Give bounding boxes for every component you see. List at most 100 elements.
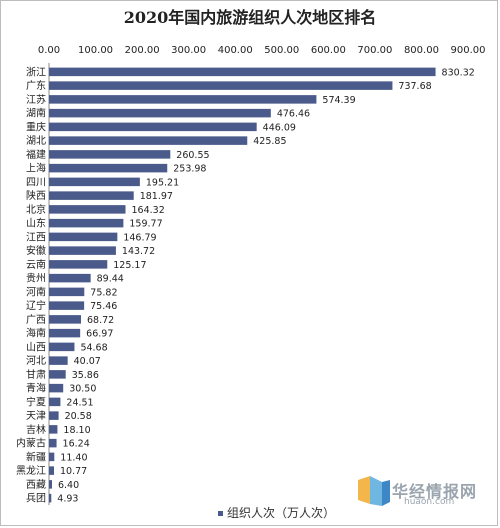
x-axis-ticks: 0.00 100.00 200.00 300.00 400.00 500.00 600.00… (38, 45, 486, 56)
watermark-domain: huaon.com (404, 497, 455, 507)
bar (49, 136, 248, 145)
category-label: 北京 (26, 203, 46, 216)
value-label: 75.82 (90, 287, 117, 298)
bar (49, 205, 126, 214)
category-label: 湖南 (26, 107, 46, 120)
category-label: 江西 (26, 231, 46, 243)
x-tick-label: 500.00 (264, 45, 299, 56)
value-label: 159.77 (129, 219, 162, 230)
bar (49, 328, 81, 338)
category-label: 福建 (26, 148, 46, 161)
bar (49, 301, 85, 310)
value-label: 40.07 (74, 356, 101, 367)
bar (49, 177, 140, 187)
bars (49, 67, 436, 503)
bar (49, 246, 116, 255)
value-label: 66.97 (86, 329, 113, 340)
value-label: 6.40 (58, 480, 79, 491)
bar (49, 108, 271, 118)
x-tick-label: 900.00 (451, 45, 486, 56)
category-label: 河南 (26, 285, 46, 298)
value-label: 54.68 (80, 342, 107, 353)
value-labels: 830.32 737.68 574.39 476.46 446.09 425.85 260.… (57, 67, 475, 504)
value-label: 425.85 (253, 136, 286, 147)
value-label: 11.40 (60, 452, 87, 463)
value-label: 10.77 (60, 466, 87, 477)
category-label: 陕西 (26, 189, 46, 202)
category-label: 西藏 (26, 479, 46, 491)
legend: 组织人次（万人次） (218, 504, 335, 521)
value-label: 18.10 (63, 425, 90, 436)
category-label: 云南 (26, 258, 46, 271)
value-label: 68.72 (87, 315, 114, 326)
value-label: 75.46 (90, 301, 117, 312)
bar (49, 218, 124, 228)
bar (49, 411, 59, 420)
bar (49, 480, 52, 489)
value-label: 181.97 (140, 191, 173, 202)
value-label: 446.09 (263, 122, 296, 133)
bar (49, 397, 61, 407)
value-label: 143.72 (122, 246, 155, 257)
category-label: 江苏 (26, 93, 46, 106)
category-labels: 浙江广东江苏湖南重庆湖北福建上海四川陕西北京山东江西安徽云南贵州河南辽宁广西海南… (16, 66, 46, 504)
bar (49, 122, 257, 132)
value-label: 146.79 (123, 232, 156, 243)
value-label: 164.32 (132, 205, 165, 216)
value-label: 737.68 (398, 81, 431, 92)
category-label: 浙江 (26, 66, 46, 78)
category-label: 黑龙江 (16, 464, 46, 477)
category-label: 辽宁 (26, 299, 46, 312)
bar (49, 356, 68, 365)
bar (49, 438, 57, 448)
bar (49, 287, 85, 297)
category-label: 青海 (26, 382, 46, 395)
x-tick-label: 100.00 (78, 45, 113, 56)
bar (49, 466, 55, 475)
category-label: 安徽 (26, 244, 46, 257)
value-label: 24.51 (66, 397, 93, 408)
value-label: 20.58 (65, 411, 92, 422)
x-tick-label: 400.00 (218, 45, 253, 56)
bar (49, 370, 66, 379)
bar (49, 67, 436, 77)
category-label: 湖北 (26, 135, 46, 147)
category-label: 广东 (26, 79, 46, 92)
category-label: 甘肃 (26, 368, 46, 381)
category-label: 内蒙古 (16, 437, 46, 450)
category-label: 吉林 (26, 423, 46, 436)
category-label: 重庆 (26, 120, 46, 133)
x-tick-label: 300.00 (171, 45, 206, 56)
bar (49, 425, 58, 434)
value-label: 253.98 (173, 164, 206, 175)
value-label: 4.93 (57, 494, 78, 505)
category-label: 广西 (26, 314, 46, 326)
bar (49, 493, 52, 503)
bar (49, 452, 55, 462)
bar (49, 260, 108, 269)
category-label: 贵州 (26, 272, 46, 285)
value-label: 574.39 (322, 95, 355, 106)
bar (49, 383, 64, 393)
value-label: 30.50 (69, 384, 96, 395)
x-tick-label: 200.00 (125, 45, 160, 56)
legend-label: 组织人次（万人次） (227, 506, 336, 520)
bar (49, 342, 75, 352)
bar (49, 150, 171, 159)
category-label: 新疆 (26, 450, 46, 463)
bar (49, 315, 81, 324)
category-label: 河北 (26, 355, 46, 367)
bar (49, 191, 134, 200)
bar (49, 95, 317, 104)
category-label: 海南 (26, 327, 46, 340)
bar (49, 163, 168, 173)
x-tick-label: 0.00 (38, 45, 60, 56)
chart-title: 2020年国内旅游组织人次地区排名 (123, 8, 377, 27)
value-label: 35.86 (72, 370, 99, 381)
x-tick-label: 800.00 (404, 45, 439, 56)
huajing-logo-icon (358, 476, 390, 506)
x-tick-label: 700.00 (357, 45, 392, 56)
bar (49, 81, 393, 90)
